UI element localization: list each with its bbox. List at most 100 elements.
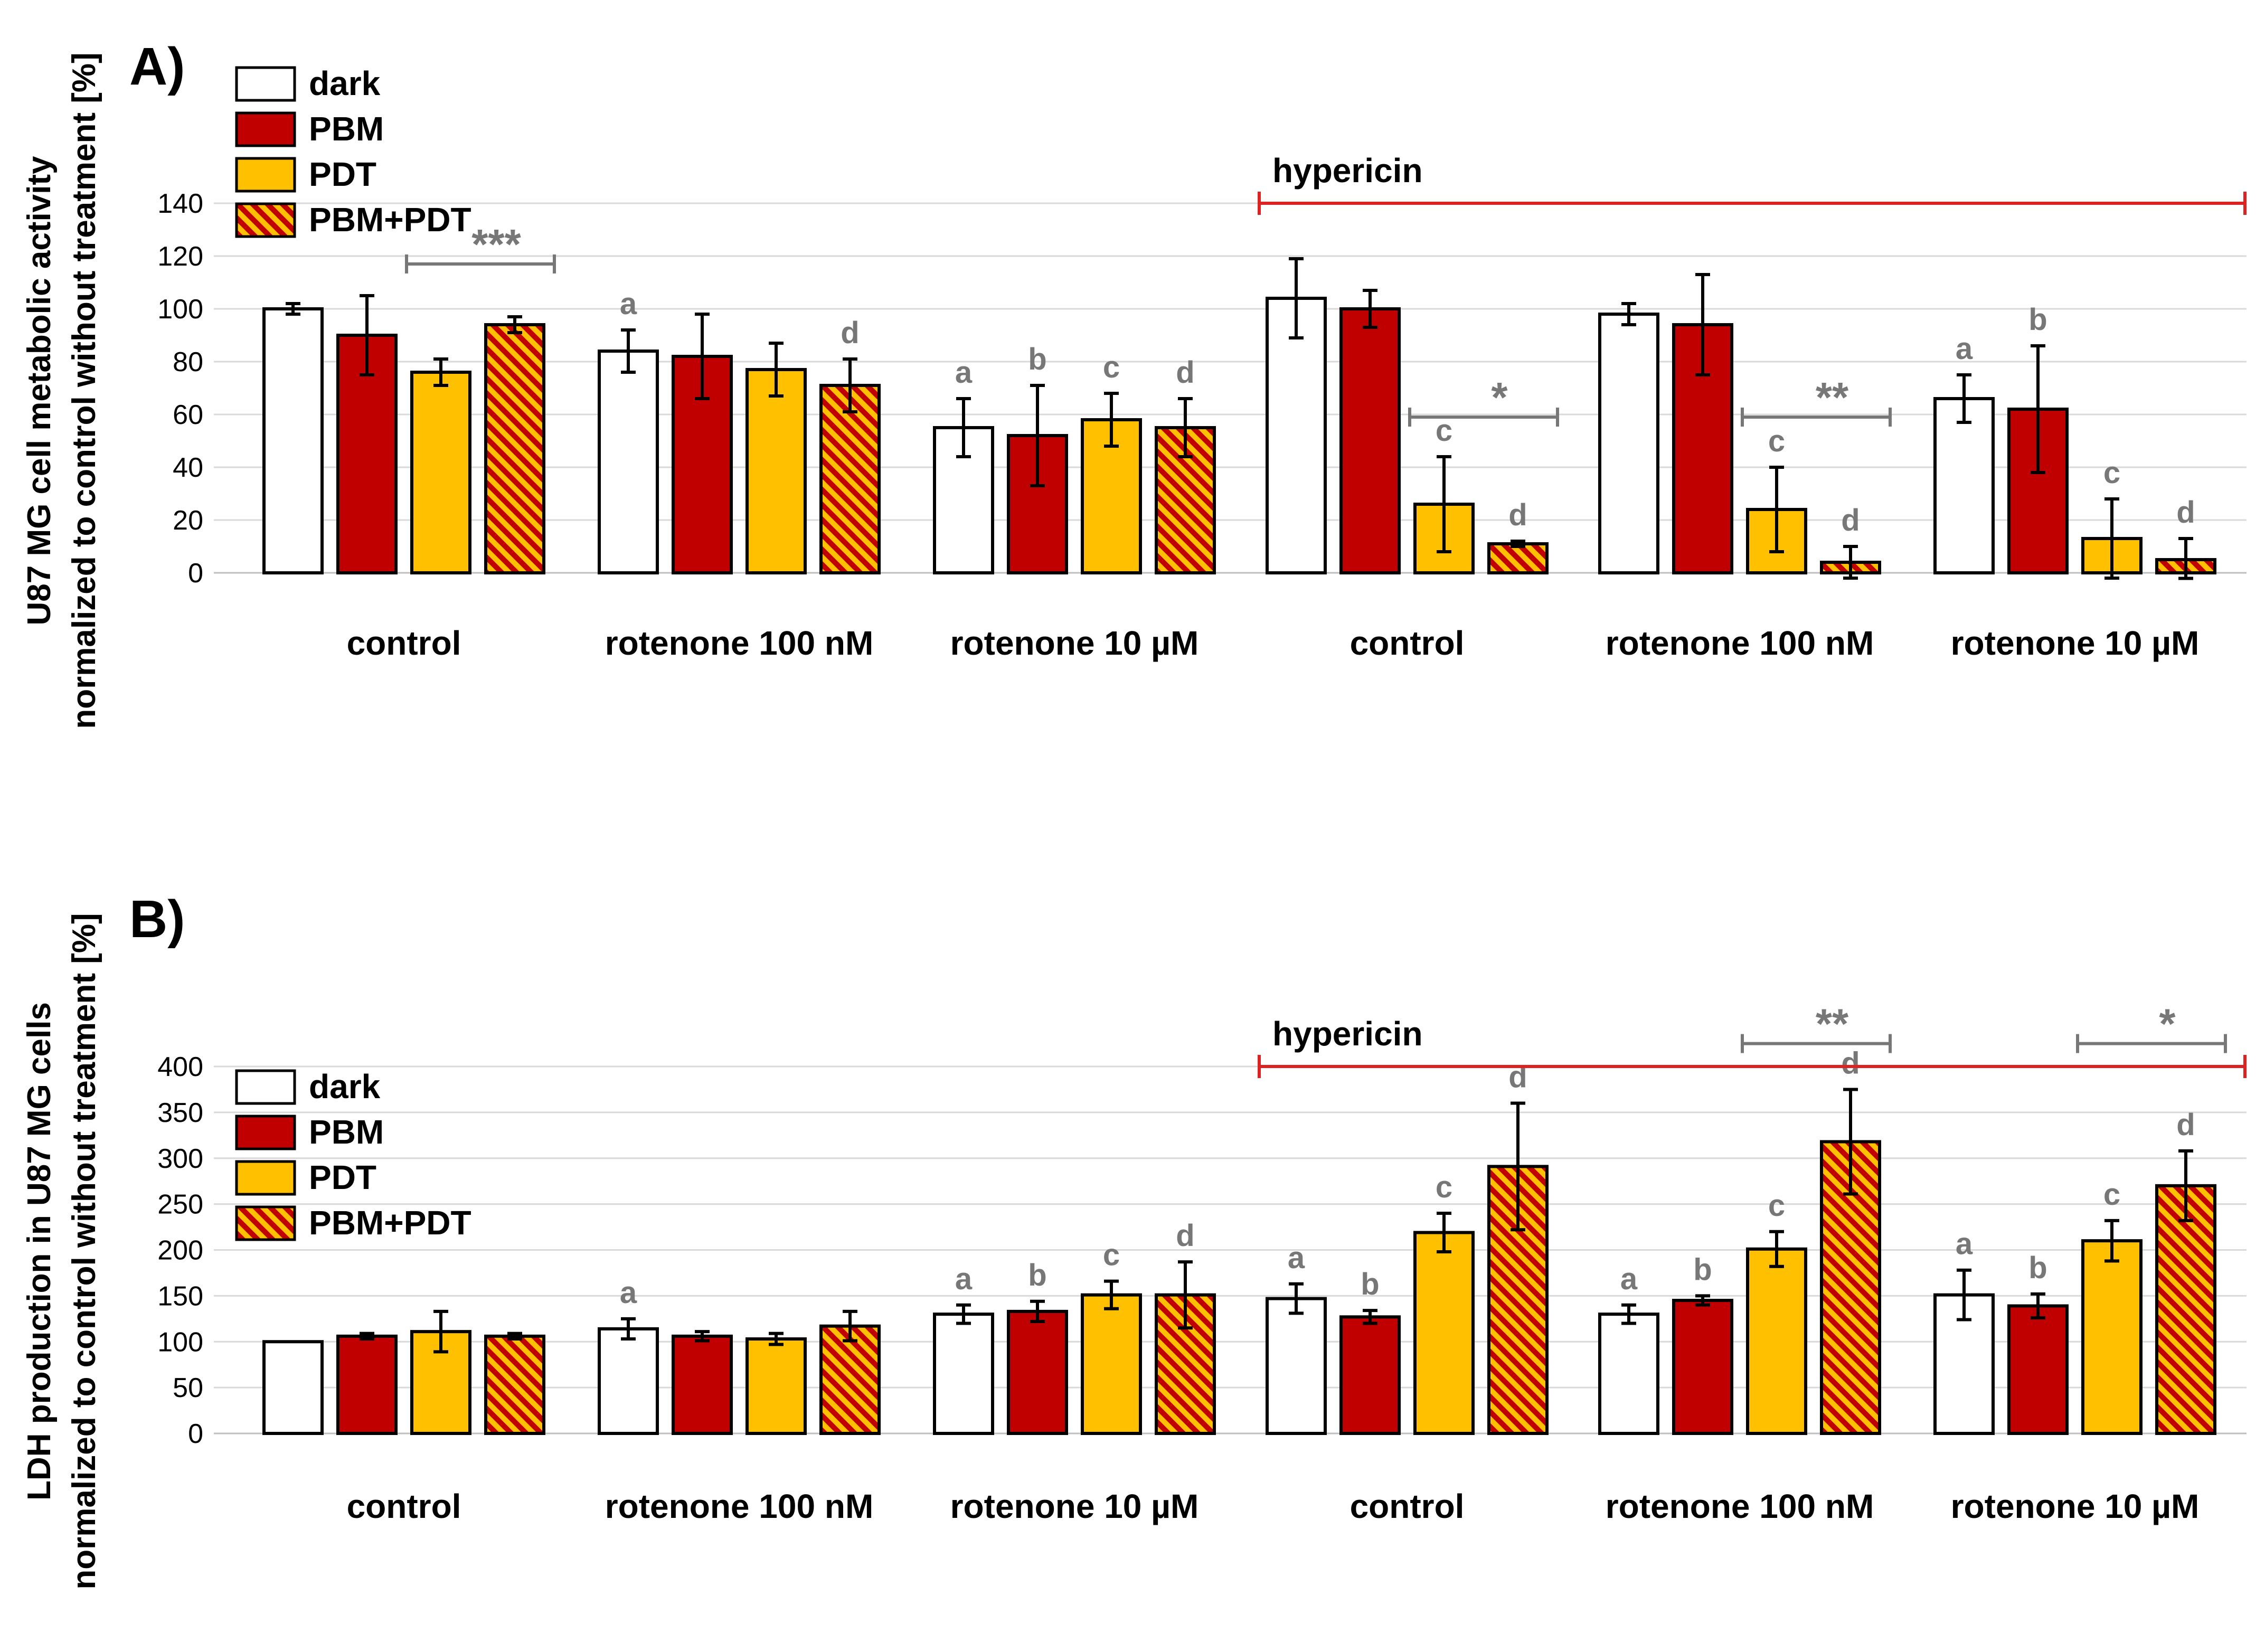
significance-letter: a [1620, 1262, 1638, 1296]
significance-stars: ** [1816, 1000, 1849, 1047]
significance-letter: b [2028, 1251, 2047, 1285]
panel-label: A) [129, 37, 185, 96]
y-tick-label: 0 [188, 558, 203, 589]
panel-label: B) [129, 890, 185, 949]
category-label: rotenone 100 nM [1606, 1487, 1874, 1525]
significance-letter: c [1103, 350, 1120, 384]
y-axis-label: U87 MG cell metabolic activity [21, 156, 58, 626]
legend-label: PBM+PDT [309, 1204, 471, 1242]
bar [933, 426, 994, 574]
significance-letter: d [1841, 1046, 1860, 1080]
significance-letter: c [1103, 1238, 1120, 1272]
significance-letter: d [841, 316, 859, 350]
y-axis-label: normalized to control without treatment … [66, 52, 102, 729]
legend-swatch [235, 1205, 296, 1241]
category-label: control [347, 1487, 461, 1525]
y-tick-label: 250 [157, 1190, 203, 1220]
significance-letter: a [955, 355, 973, 390]
legend-swatch [235, 1069, 296, 1105]
significance-letter: d [2176, 1108, 2195, 1142]
bar [933, 1313, 994, 1435]
bar [262, 307, 324, 574]
bar [1266, 1297, 1327, 1435]
y-tick-label: 400 [157, 1052, 203, 1082]
significance-stars: *** [471, 221, 521, 268]
bar [484, 1334, 545, 1435]
bar [2155, 1184, 2216, 1435]
category-label: control [347, 624, 461, 662]
bar [1672, 1299, 1733, 1435]
significance-letter: a [955, 1262, 973, 1296]
bar [2007, 1304, 2069, 1436]
panel-a-chart: A) U87 MG cell metabolic activity normaliz… [21, 37, 2247, 729]
bar [1413, 1231, 1475, 1436]
bar [598, 1327, 659, 1436]
legend-label: PDT [309, 155, 376, 193]
hypericin-label: hypericin [1272, 152, 1423, 190]
category-label: rotenone 10 µM [1951, 624, 2200, 662]
bar [2081, 1239, 2143, 1435]
bar [1598, 313, 1659, 574]
legend-label: PBM [309, 1113, 384, 1151]
y-tick-label: 40 [173, 452, 203, 483]
significance-letter: a [620, 1276, 637, 1310]
bar [1598, 1313, 1659, 1435]
significance-letter: c [1436, 413, 1452, 448]
significance-letter: b [1693, 1252, 1712, 1287]
significance-letter: b [1361, 1267, 1379, 1301]
y-tick-label: 50 [173, 1373, 203, 1403]
significance-letter: b [2028, 303, 2047, 337]
category-label: rotenone 100 nM [605, 624, 874, 662]
significance-stars: * [1491, 374, 1508, 421]
bar [672, 1334, 733, 1435]
significance-letter: d [1508, 498, 1527, 532]
category-label: rotenone 10 µM [950, 624, 1199, 662]
significance-letter: c [1768, 1188, 1785, 1223]
category-label: control [1350, 1487, 1465, 1525]
y-tick-label: 100 [157, 294, 203, 325]
bar [1007, 1309, 1068, 1436]
bar [336, 1334, 398, 1435]
y-tick-label: 0 [188, 1419, 203, 1449]
y-tick-label: 350 [157, 1098, 203, 1128]
significance-letter: c [2103, 1177, 2120, 1212]
bar [1487, 542, 1549, 574]
legend-swatch [235, 66, 296, 102]
significance-letter: d [2176, 495, 2195, 530]
bar [262, 1340, 324, 1435]
hypericin-label: hypericin [1272, 1015, 1423, 1053]
bar [336, 334, 398, 574]
significance-stars: * [2159, 1000, 2176, 1047]
y-tick-label: 80 [173, 347, 203, 377]
y-tick-label: 120 [157, 241, 203, 272]
y-tick-label: 20 [173, 505, 203, 536]
significance-letter: a [1956, 332, 1973, 366]
legend-label: dark [309, 64, 381, 102]
significance-letter: d [1176, 355, 1194, 390]
y-tick-label: 60 [173, 400, 203, 430]
significance-letter: b [1028, 342, 1046, 376]
legend-label: dark [309, 1068, 381, 1106]
category-label: control [1350, 624, 1465, 662]
bar [1339, 307, 1401, 574]
legend-label: PBM+PDT [309, 201, 471, 239]
legend-label: PBM [309, 110, 384, 148]
significance-letter: a [1288, 1241, 1305, 1275]
significance-letter: d [1841, 503, 1860, 537]
y-tick-label: 150 [157, 1281, 203, 1311]
significance-letter: a [1956, 1227, 1973, 1261]
legend-swatch [235, 111, 296, 147]
bar [1933, 397, 1995, 574]
significance-letter: a [620, 287, 637, 321]
bar [819, 384, 881, 574]
bar [745, 368, 807, 574]
bar [410, 371, 471, 574]
category-label: rotenone 10 µM [950, 1487, 1199, 1525]
bar [745, 1337, 807, 1436]
category-label: rotenone 100 nM [1606, 624, 1874, 662]
legend-swatch [235, 1115, 296, 1150]
bar [598, 350, 659, 574]
y-tick-label: 200 [157, 1235, 203, 1266]
significance-letter: c [1768, 424, 1785, 458]
